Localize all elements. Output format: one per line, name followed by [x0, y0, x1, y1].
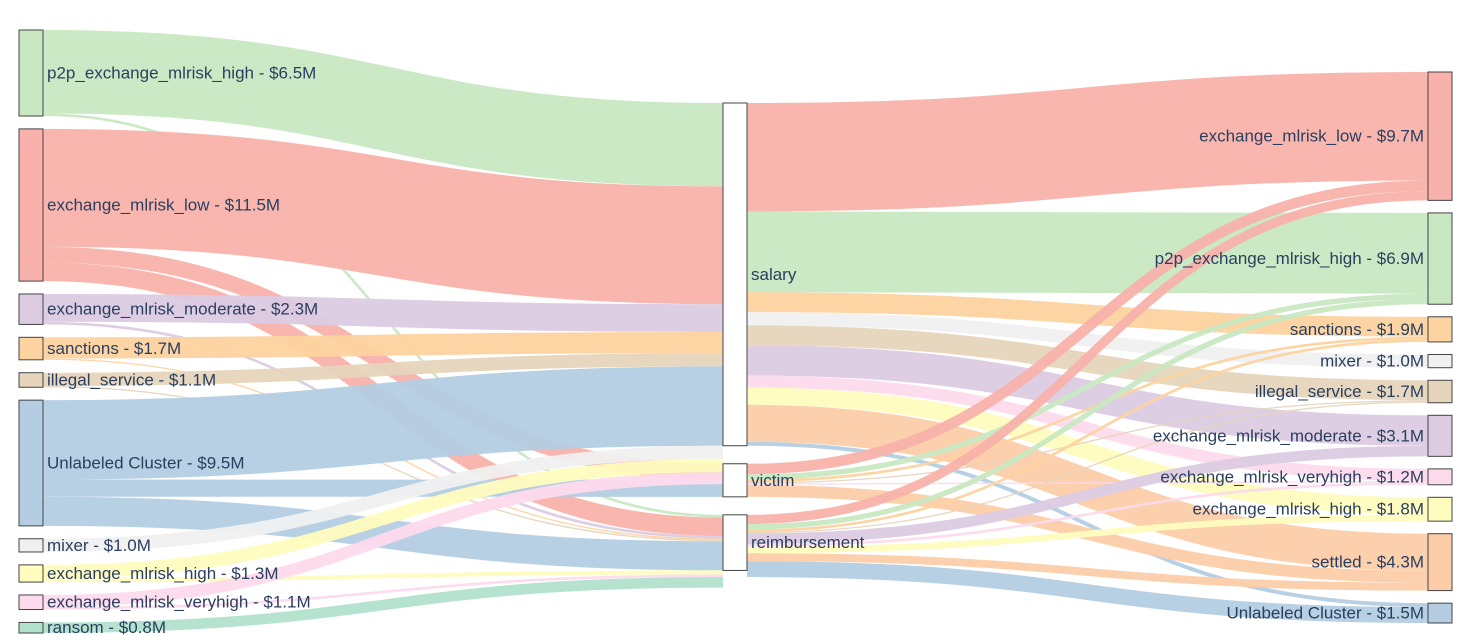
sankey-node-label-m_reimb: reimbursement — [751, 533, 865, 552]
sankey-link-s_mixer-to-m_salary[interactable] — [42, 445, 724, 552]
sankey-link-s_ex_high-to-m_reimb[interactable] — [42, 570, 724, 583]
sankey-node-label-s_ex_mod: exchange_mlrisk_moderate - $2.3M — [47, 300, 318, 319]
sankey-links — [42, 29, 1429, 634]
sankey-link-m_reimb-to-t_illegal[interactable] — [746, 401, 1429, 534]
sankey-node-label-s_ex_vhigh: exchange_mlrisk_veryhigh - $1.1M — [47, 593, 311, 612]
sankey-node-t_ex_vhigh[interactable] — [1427, 468, 1453, 486]
sankey-node-label-m_salary: salary — [751, 265, 797, 284]
sankey-link-s_ransom-to-m_reimb[interactable] — [42, 577, 724, 634]
sankey-node-s_ex_vhigh[interactable] — [18, 594, 44, 611]
sankey-link-m_salary-to-t_mixer[interactable] — [746, 312, 1429, 368]
sankey-link-m_victim-to-t_ex_low[interactable] — [746, 180, 1429, 475]
sankey-node-t_sanctions[interactable] — [1427, 316, 1453, 343]
sankey-link-s_ex_high-to-m_salary[interactable] — [42, 458, 724, 579]
sankey-node-label-s_p2p_high: p2p_exchange_mlrisk_high - $6.5M — [47, 63, 316, 82]
sankey-link-m_salary-to-t_settled[interactable] — [746, 404, 1429, 571]
sankey-link-s_sanctions-to-m_salary[interactable] — [42, 331, 724, 359]
sankey-link-s_ex_vhigh-to-m_reimb[interactable] — [42, 574, 724, 610]
sankey-node-t_ex_low[interactable] — [1427, 71, 1453, 201]
sankey-node-t_illegal[interactable] — [1427, 379, 1453, 404]
sankey-node-label-t_sanctions: sanctions - $1.9M — [1290, 320, 1424, 339]
sankey-node-label-m_victim: victim — [751, 471, 794, 490]
sankey-node-label-t_ex_low: exchange_mlrisk_low - $9.7M — [1199, 127, 1424, 146]
sankey-node-label-t_ex_vhigh: exchange_mlrisk_veryhigh - $1.2M — [1160, 467, 1424, 486]
sankey-link-s_ex_low-to-m_salary[interactable] — [42, 128, 724, 305]
sankey-node-label-s_ransom: ransom - $0.8M — [47, 618, 166, 635]
sankey-node-label-t_unlabeled: Unlabeled Cluster - $1.5M — [1227, 604, 1424, 623]
sankey-link-s_ex_mod-to-m_salary[interactable] — [42, 293, 724, 332]
sankey-link-m_victim-to-t_p2p_high[interactable] — [746, 293, 1429, 480]
sankey-link-s_p2p_high-to-m_salary[interactable] — [42, 29, 724, 187]
sankey-link-m_victim-to-t_ex_vhigh[interactable] — [746, 480, 1429, 485]
sankey-node-t_settled[interactable] — [1427, 533, 1453, 592]
sankey-link-m_reimb-to-t_ex_low[interactable] — [746, 191, 1429, 525]
sankey-node-label-t_ex_mod: exchange_mlrisk_moderate - $3.1M — [1153, 426, 1424, 445]
sankey-node-s_unlabeled[interactable] — [18, 399, 44, 527]
sankey-link-m_victim-to-t_sanctions[interactable] — [746, 336, 1429, 483]
sankey-node-s_mixer[interactable] — [18, 538, 44, 553]
sankey-link-m_reimb-to-t_ex_high[interactable] — [746, 514, 1429, 554]
sankey-node-s_ex_low[interactable] — [18, 128, 44, 282]
sankey-node-m_salary[interactable] — [722, 102, 748, 447]
sankey-node-label-s_sanctions: sanctions - $1.7M — [47, 339, 181, 358]
sankey-link-m_reimb-to-t_settled[interactable] — [746, 553, 1429, 591]
sankey-node-t_unlabeled[interactable] — [1427, 602, 1453, 624]
sankey-link-s_illegal-to-m_salary[interactable] — [42, 353, 724, 386]
sankey-link-m_victim-to-t_illegal[interactable] — [746, 400, 1429, 484]
sankey-link-m_salary-to-t_ex_high[interactable] — [746, 387, 1429, 515]
sankey-node-s_ex_high[interactable] — [18, 564, 44, 583]
sankey-node-t_ex_high[interactable] — [1427, 496, 1453, 522]
sankey-nodes — [18, 29, 1453, 634]
sankey-node-label-s_unlabeled: Unlabeled Cluster - $9.5M — [47, 453, 244, 472]
sankey-link-m_reimb-to-t_sanctions[interactable] — [746, 339, 1429, 533]
sankey-link-m_reimb-to-t_ex_mod[interactable] — [746, 445, 1429, 544]
sankey-node-label-t_ex_high: exchange_mlrisk_high - $1.8M — [1192, 500, 1424, 519]
sankey-node-s_sanctions[interactable] — [18, 336, 44, 361]
sankey-link-m_salary-to-t_ex_mod[interactable] — [746, 345, 1429, 446]
sankey-labels: p2p_exchange_mlrisk_high - $6.5M exchange… — [47, 63, 1424, 635]
sankey-node-label-s_ex_low: exchange_mlrisk_low - $11.5M — [47, 195, 280, 214]
sankey-link-m_salary-to-t_ex_vhigh[interactable] — [746, 375, 1429, 481]
sankey-node-t_p2p_high[interactable] — [1427, 212, 1453, 305]
sankey-node-s_ransom[interactable] — [18, 621, 44, 634]
sankey-node-s_illegal[interactable] — [18, 372, 44, 388]
sankey-node-t_ex_mod[interactable] — [1427, 414, 1453, 457]
sankey-link-s_unlabeled-to-m_salary[interactable] — [42, 366, 724, 480]
sankey-node-label-s_illegal: illegal_service - $1.1M — [47, 370, 216, 389]
sankey-link-m_salary-to-t_ex_low[interactable] — [746, 72, 1429, 212]
sankey-node-label-t_illegal: illegal_service - $1.7M — [1255, 382, 1424, 401]
sankey-link-m_reimb-to-t_unlabeled[interactable] — [746, 561, 1429, 624]
sankey-node-label-s_ex_high: exchange_mlrisk_high - $1.3M — [47, 564, 279, 583]
sankey-node-t_mixer[interactable] — [1427, 353, 1453, 369]
sankey-link-m_salary-to-t_sanctions[interactable] — [746, 292, 1429, 337]
sankey-node-label-s_mixer: mixer - $1.0M — [47, 536, 151, 555]
sankey-node-label-t_settled: settled - $4.3M — [1312, 553, 1424, 572]
sankey-node-s_p2p_high[interactable] — [18, 29, 44, 117]
sankey-link-m_reimb-to-t_ex_vhigh[interactable] — [746, 482, 1429, 547]
sankey-link-s_ex_vhigh-to-m_salary[interactable] — [42, 472, 724, 607]
sankey-link-m_salary-to-t_p2p_high[interactable] — [746, 211, 1429, 294]
sankey-link-s_illegal-to-m_reimb[interactable] — [42, 385, 724, 542]
sankey-link-m_reimb-to-t_p2p_high[interactable] — [746, 298, 1429, 530]
sankey-node-m_reimb[interactable] — [722, 514, 748, 571]
sankey-node-label-t_mixer: mixer - $1.0M — [1320, 352, 1424, 371]
sankey-node-s_ex_mod[interactable] — [18, 293, 44, 325]
sankey-node-label-t_p2p_high: p2p_exchange_mlrisk_high - $6.9M — [1155, 249, 1424, 268]
sankey-node-m_victim[interactable] — [722, 463, 748, 498]
